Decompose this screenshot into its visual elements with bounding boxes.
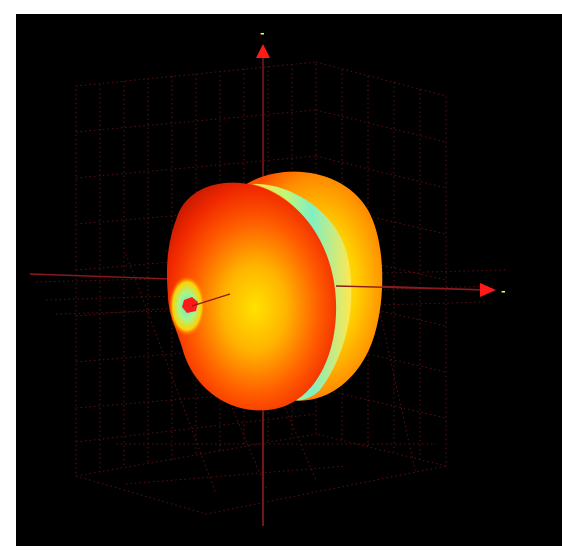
front-lobe: [166, 182, 337, 411]
axes-front: [191, 285, 487, 526]
x-axis-label: -: [500, 285, 507, 298]
x-axis-arrow-icon: [480, 283, 496, 297]
radiation-pattern[interactable]: [166, 171, 383, 411]
y-axis-label: -: [259, 27, 266, 40]
scene-svg: [29, 44, 507, 526]
3d-viewport[interactable]: - -: [16, 14, 562, 546]
feed-point: [182, 297, 198, 313]
y-axis-arrow-icon: [256, 44, 270, 58]
